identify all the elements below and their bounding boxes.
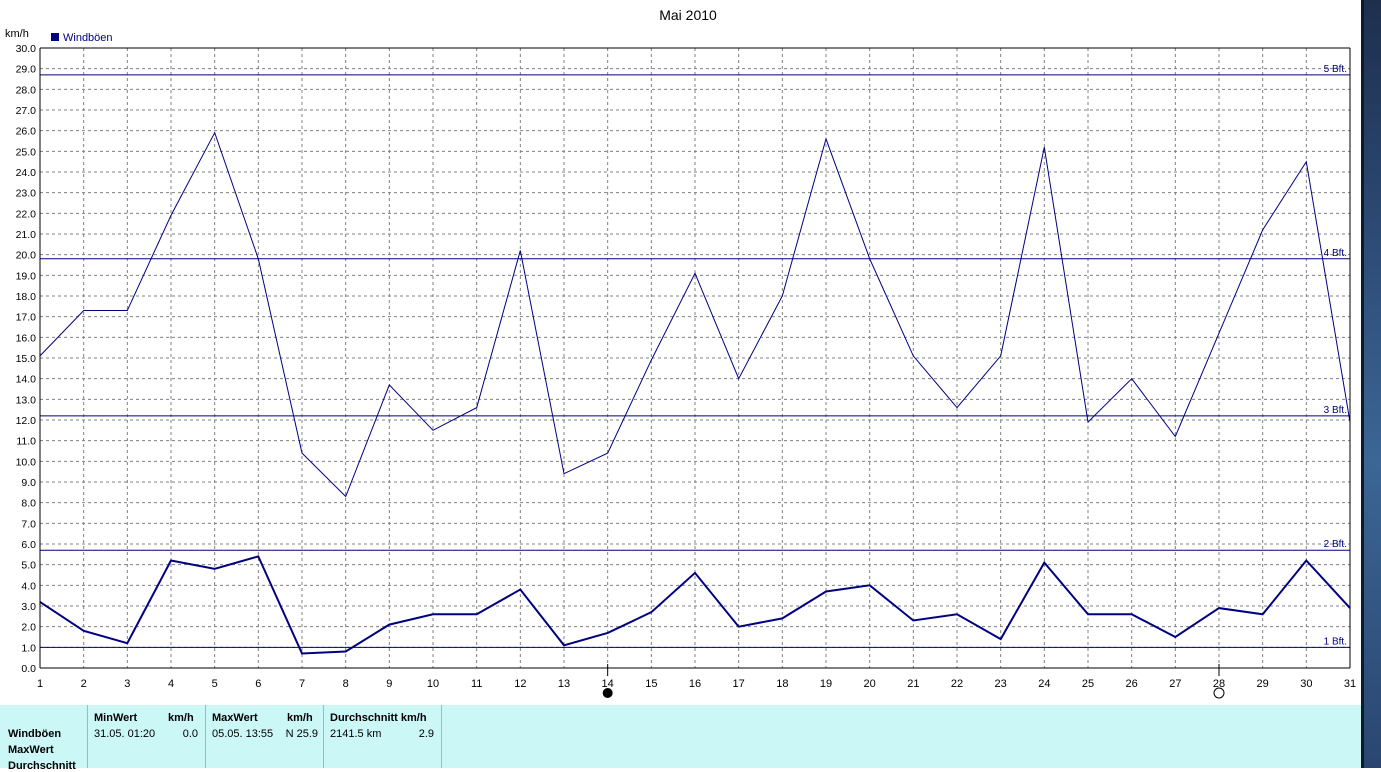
y-tick-label: 12.0 <box>16 415 37 427</box>
series-line-windboeen <box>39 131 1351 498</box>
y-tick-label: 15.0 <box>16 353 37 365</box>
y-tick-label: 18.0 <box>16 291 37 303</box>
window-edge <box>1361 0 1381 768</box>
x-tick-label: 6 <box>255 678 261 690</box>
y-tick-label: 24.0 <box>16 167 37 179</box>
y-tick-label: 19.0 <box>16 270 37 282</box>
x-tick-label: 4 <box>168 678 174 690</box>
x-tick-label: 21 <box>907 678 919 690</box>
x-tick-label: 8 <box>343 678 349 690</box>
x-tick-label: 13 <box>558 678 570 690</box>
avg-distance: 2141.5 km <box>330 728 382 740</box>
min-value: 0.0 <box>182 728 198 740</box>
y-tick-label: 9.0 <box>21 477 36 489</box>
y-tick-label: 10.0 <box>16 456 37 468</box>
y-tick-label: 20.0 <box>16 250 37 262</box>
y-tick-label: 16.0 <box>16 332 37 344</box>
x-tick-label: 12 <box>514 678 526 690</box>
legend-swatch <box>51 33 59 41</box>
x-tick-label: 2 <box>81 678 87 690</box>
stats-divider <box>323 705 324 768</box>
max-value: N 25.9 <box>285 728 318 740</box>
x-tick-label: 30 <box>1300 678 1312 690</box>
y-tick-label: 25.0 <box>16 146 37 158</box>
x-tick-label: 27 <box>1169 678 1181 690</box>
x-tick-label: 15 <box>645 678 657 690</box>
chart-title: Mai 2010 <box>659 7 717 23</box>
y-tick-label: 23.0 <box>16 188 37 200</box>
y-tick-label: 11.0 <box>16 436 36 448</box>
y-tick-label: 0.0 <box>21 663 36 675</box>
x-tick-label: 19 <box>820 678 832 690</box>
min-unit: km/h <box>168 712 194 724</box>
y-tick-label: 17.0 <box>16 312 37 324</box>
y-tick-label: 2.0 <box>21 622 36 634</box>
stats-divider <box>87 705 88 768</box>
y-tick-label: 13.0 <box>16 394 37 406</box>
y-tick-label: 4.0 <box>21 580 36 592</box>
y-tick-label: 21.0 <box>16 229 37 241</box>
chart: Mai 2010 km/h Windböen 1 Bft. 2 Bft. 3 Bft… <box>5 7 1356 699</box>
x-tick-label: 10 <box>427 678 439 690</box>
max-unit: km/h <box>287 712 313 724</box>
min-datetime: 31.05. 01:20 <box>94 728 156 740</box>
y-tick-label: 26.0 <box>16 126 37 138</box>
y-tick-label: 14.0 <box>16 374 37 386</box>
beaufort-label: 2 Bft. <box>1324 539 1347 550</box>
y-tick-label: 30.0 <box>16 43 37 55</box>
x-tick-label: 28 <box>1213 678 1225 690</box>
x-tick-label: 22 <box>951 678 963 690</box>
beaufort-label: 4 Bft. <box>1324 248 1347 259</box>
x-tick-label: 11 <box>471 678 482 690</box>
stats-row-label: Windböen <box>8 728 62 740</box>
x-tick-label: 18 <box>776 678 788 690</box>
max-datetime: 05.05. 13:55 <box>212 728 274 740</box>
series-line-secondary <box>39 555 1351 655</box>
x-tick-label: 31 <box>1344 678 1356 690</box>
legend-label: Windböen <box>63 32 113 44</box>
x-tick-label: 26 <box>1126 678 1138 690</box>
stats-divider <box>205 705 206 768</box>
x-tick-label: 14 <box>602 678 614 690</box>
full-moon-icon <box>1213 687 1225 699</box>
x-tick-label: 17 <box>733 678 745 690</box>
x-tick-label: 7 <box>299 678 305 690</box>
y-tick-label: 7.0 <box>21 518 36 530</box>
stats-row-label: Durchschnitt <box>8 760 76 772</box>
y-tick-label: 27.0 <box>16 105 37 117</box>
beaufort-label: 3 Bft. <box>1324 405 1347 416</box>
y-tick-label: 29.0 <box>16 64 37 76</box>
max-header: MaxWert <box>212 712 258 724</box>
stats-divider <box>441 705 442 768</box>
y-tick-label: 3.0 <box>21 601 36 613</box>
y-tick-label: 22.0 <box>16 208 37 220</box>
beaufort-label: 5 Bft. <box>1324 64 1347 75</box>
beaufort-label: 1 Bft. <box>1324 636 1347 647</box>
stats-row-label: MaxWert <box>8 744 54 756</box>
y-tick-label: 28.0 <box>16 84 37 96</box>
avg-value: 2.9 <box>418 728 434 740</box>
x-tick-label: 25 <box>1082 678 1094 690</box>
x-tick-label: 20 <box>864 678 876 690</box>
x-tick-label: 9 <box>386 678 392 690</box>
min-header: MinWert <box>94 712 138 724</box>
x-tick-label: 5 <box>212 678 218 690</box>
x-tick-label: 16 <box>689 678 701 690</box>
x-tick-label: 3 <box>124 678 130 690</box>
y-axis-label: km/h <box>5 28 29 40</box>
y-tick-label: 6.0 <box>21 539 36 551</box>
y-tick-label: 5.0 <box>21 560 36 572</box>
x-tick-label: 1 <box>37 678 43 690</box>
new-moon-icon <box>602 688 613 698</box>
x-tick-label: 24 <box>1038 678 1050 690</box>
statistics-panel: Windböen MaxWert Durchschnitt MinWert km… <box>0 705 1361 772</box>
x-tick-label: 23 <box>995 678 1007 690</box>
y-tick-label: 8.0 <box>21 498 36 510</box>
avg-header: Durchschnitt km/h <box>330 712 427 724</box>
x-tick-label: 29 <box>1257 678 1269 690</box>
y-tick-label: 1.0 <box>21 642 36 654</box>
